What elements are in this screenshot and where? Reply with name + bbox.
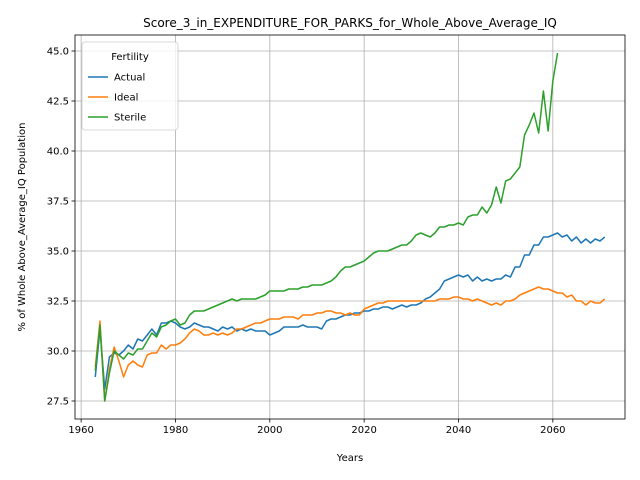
- legend: Fertility Actual Ideal Sterile: [81, 41, 179, 131]
- y-tick-label: 35.0: [47, 247, 69, 258]
- series-lines: [94, 52, 606, 402]
- y-tick-label: 45.0: [47, 47, 69, 58]
- grid: [75, 35, 625, 419]
- y-tick-label: 32.5: [47, 297, 69, 308]
- x-tick-label: 1980: [163, 425, 188, 436]
- y-tick-label: 40.0: [47, 147, 69, 158]
- series-line-actual: [94, 232, 606, 390]
- axis-ticks: 1960 1980 2000 2020 2040 2060 27.5 30.0 32.5 35.0…: [47, 47, 566, 437]
- x-tick-label: 2020: [351, 425, 376, 436]
- x-tick-label: 2040: [446, 425, 471, 436]
- y-tick-label: 27.5: [47, 397, 69, 408]
- legend-title: Fertility: [111, 52, 149, 63]
- legend-label-ideal: Ideal: [114, 93, 138, 104]
- x-tick-label: 2000: [257, 425, 282, 436]
- plot-frame: [74, 34, 626, 420]
- y-tick-label: 30.0: [47, 347, 69, 358]
- chart-title: Score_3_in_EXPENDITURE_FOR_PARKS_for_Who…: [143, 16, 557, 30]
- legend-label-actual: Actual: [114, 73, 145, 84]
- y-tick-label: 37.5: [47, 197, 69, 208]
- legend-label-sterile: Sterile: [114, 113, 146, 124]
- y-tick-label: 42.5: [47, 97, 69, 108]
- legend-box: [81, 41, 179, 131]
- y-axis-label: % of Whole Above_Average_IQ Population: [17, 123, 28, 332]
- x-axis-label: Years: [336, 453, 363, 464]
- x-tick-label: 1960: [68, 425, 93, 436]
- series-line-ideal: [94, 286, 606, 402]
- x-tick-label: 2060: [540, 425, 565, 436]
- legend-items: Actual Ideal Sterile: [88, 73, 146, 124]
- series-line-sterile: [94, 52, 559, 402]
